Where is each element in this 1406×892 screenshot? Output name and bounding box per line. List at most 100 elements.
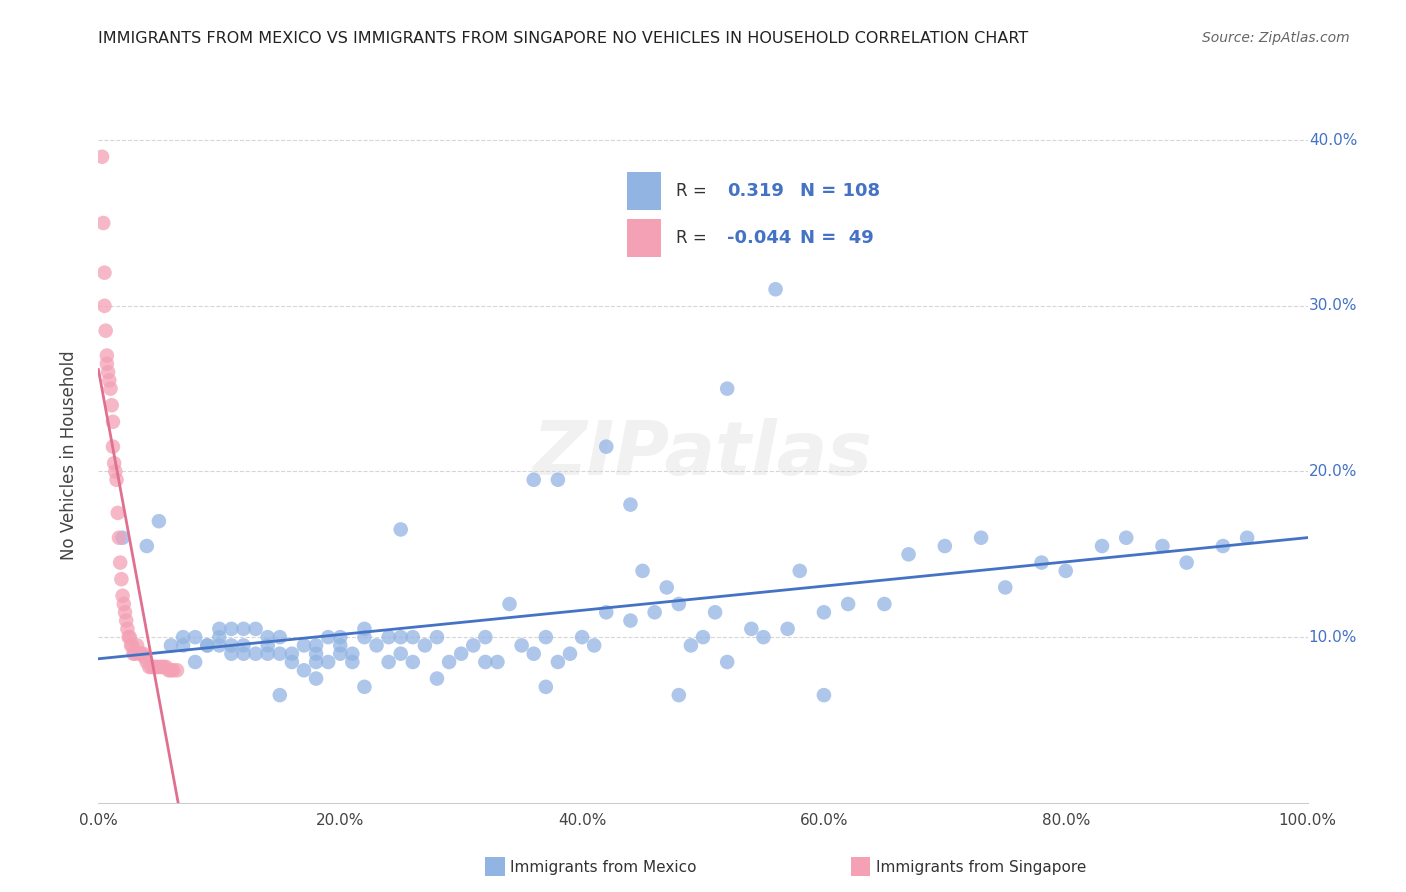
Point (160, 639, 183, 653)
Point (112, 597, 135, 611)
Point (644, 605, 666, 619)
Point (221, 647, 243, 661)
Point (994, 581, 1017, 595)
Point (195, 639, 218, 653)
Point (129, 647, 152, 661)
Point (558, 647, 581, 661)
Point (366, 639, 388, 653)
Text: R =: R = (676, 182, 707, 200)
Point (143, 660, 166, 674)
Text: Immigrants from Mexico: Immigrants from Mexico (510, 860, 697, 874)
Point (668, 688, 690, 702)
Point (157, 663, 180, 677)
Point (402, 655, 425, 669)
Point (716, 655, 738, 669)
Point (631, 564, 654, 578)
Point (132, 647, 155, 661)
Text: N = 108: N = 108 (800, 182, 880, 200)
Point (752, 630, 775, 644)
Point (232, 647, 254, 661)
Point (118, 630, 141, 644)
Point (765, 282, 787, 296)
Point (305, 655, 328, 669)
Text: 0.319: 0.319 (727, 182, 785, 200)
Point (94, 324, 117, 338)
Point (111, 531, 134, 545)
Point (100, 398, 122, 412)
Point (101, 415, 124, 429)
Point (208, 622, 231, 636)
Point (437, 655, 460, 669)
Point (316, 655, 339, 669)
Point (776, 622, 799, 636)
Point (813, 605, 835, 619)
FancyBboxPatch shape (627, 219, 661, 257)
Point (135, 655, 157, 669)
Point (1091, 539, 1114, 553)
Point (426, 630, 449, 644)
Point (111, 589, 134, 603)
Point (353, 630, 375, 644)
Point (547, 655, 569, 669)
Point (413, 639, 436, 653)
Point (135, 539, 157, 553)
Point (172, 630, 194, 644)
Point (108, 531, 131, 545)
Point (1212, 539, 1234, 553)
Point (269, 647, 291, 661)
Point (474, 655, 496, 669)
Point (1115, 531, 1137, 545)
Text: IMMIGRANTS FROM MEXICO VS IMMIGRANTS FROM SINGAPORE NO VEHICLES IN HOUSEHOLD COR: IMMIGRANTS FROM MEXICO VS IMMIGRANTS FRO… (98, 31, 1029, 46)
Point (595, 440, 617, 454)
Point (619, 614, 641, 628)
Point (100, 382, 122, 396)
Point (134, 650, 156, 665)
Text: N =  49: N = 49 (800, 229, 873, 247)
Point (704, 605, 727, 619)
Point (184, 630, 207, 644)
Point (120, 639, 142, 653)
Point (523, 647, 546, 661)
Point (110, 572, 132, 586)
Point (305, 647, 328, 661)
Point (716, 382, 738, 396)
Point (101, 440, 124, 454)
Point (474, 630, 496, 644)
Point (970, 531, 993, 545)
Point (486, 655, 509, 669)
Point (128, 647, 150, 661)
Point (96, 357, 118, 371)
Text: R =: R = (676, 229, 707, 247)
Point (195, 639, 218, 653)
Text: -0.044: -0.044 (727, 229, 792, 247)
Point (160, 663, 183, 677)
Point (221, 639, 243, 653)
Text: 10.0%: 10.0% (1309, 630, 1357, 645)
Point (138, 660, 160, 674)
Point (1236, 531, 1258, 545)
Point (873, 597, 896, 611)
Point (150, 660, 173, 674)
Point (124, 647, 146, 661)
Text: Source: ZipAtlas.com: Source: ZipAtlas.com (1202, 31, 1350, 45)
Point (692, 630, 714, 644)
Point (155, 660, 177, 674)
Point (329, 630, 352, 644)
Point (353, 680, 375, 694)
Point (93, 299, 115, 313)
Point (148, 660, 170, 674)
Point (342, 655, 364, 669)
Point (740, 622, 762, 636)
Point (1175, 556, 1198, 570)
Point (93, 266, 115, 280)
Point (269, 630, 291, 644)
Point (813, 688, 835, 702)
Point (619, 498, 641, 512)
Point (107, 506, 129, 520)
Point (184, 655, 207, 669)
Point (389, 630, 412, 644)
Point (1054, 564, 1077, 578)
Point (655, 581, 678, 595)
Point (127, 639, 149, 653)
FancyBboxPatch shape (627, 172, 661, 210)
